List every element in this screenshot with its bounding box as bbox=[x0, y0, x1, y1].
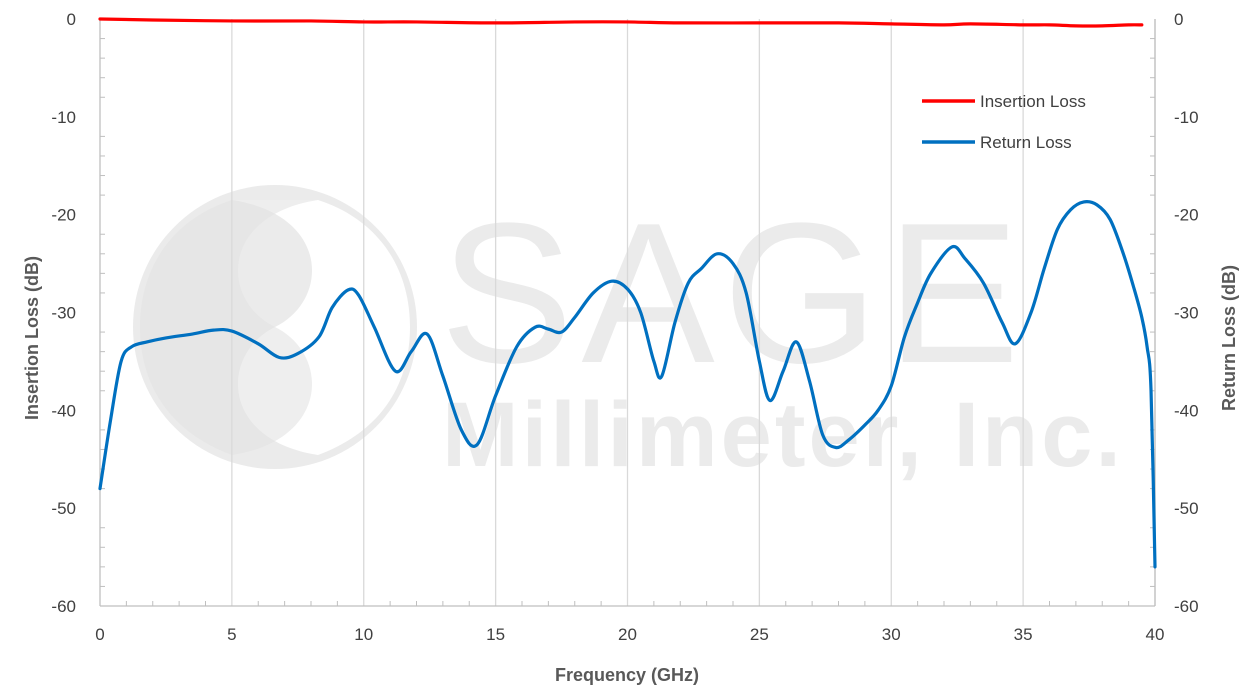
y-tick-label-right: -20 bbox=[1174, 206, 1199, 225]
y-tick-label-right: -60 bbox=[1174, 597, 1199, 616]
y-tick-label-left: -20 bbox=[51, 206, 76, 225]
y-tick-label-left: -50 bbox=[51, 499, 76, 518]
x-tick-label: 30 bbox=[882, 625, 901, 644]
y-axis-title-right: Return Loss (dB) bbox=[1219, 265, 1239, 411]
x-tick-label: 25 bbox=[750, 625, 769, 644]
y-tick-labels-right: 0 -10 -20 -30 -40 -50 -60 bbox=[1174, 10, 1199, 616]
x-tick-labels: 0 5 10 15 20 25 30 35 40 bbox=[95, 625, 1164, 644]
legend: Insertion Loss Return Loss bbox=[922, 92, 1086, 152]
y-tick-label-left: -60 bbox=[51, 597, 76, 616]
x-tick-label: 0 bbox=[95, 625, 104, 644]
y-tick-labels-left: 0 -10 -20 -30 -40 -50 -60 bbox=[51, 10, 76, 616]
x-tick-label: 5 bbox=[227, 625, 236, 644]
y-tick-label-left: -40 bbox=[51, 401, 76, 420]
x-tick-label: 15 bbox=[486, 625, 505, 644]
y-tick-label-left: 0 bbox=[67, 10, 76, 29]
y-axis-title-left: Insertion Loss (dB) bbox=[22, 256, 42, 420]
y-tick-label-right: -40 bbox=[1174, 401, 1199, 420]
x-tick-label: 10 bbox=[354, 625, 373, 644]
sage-logo-mark bbox=[133, 185, 417, 469]
series-lines bbox=[98, 17, 1157, 569]
x-tick-label: 20 bbox=[618, 625, 637, 644]
y-tick-label-right: -30 bbox=[1174, 304, 1199, 323]
y-tick-label-right: -10 bbox=[1174, 108, 1199, 127]
watermark-line2: Millimeter, Inc. bbox=[442, 384, 1124, 486]
y-tick-label-right: 0 bbox=[1174, 10, 1183, 29]
x-tick-label: 35 bbox=[1014, 625, 1033, 644]
series-line-return-loss bbox=[98, 200, 1157, 569]
gridlines bbox=[231, 19, 1156, 606]
series-line-insertion-loss bbox=[98, 17, 1144, 28]
y-tick-label-right: -50 bbox=[1174, 499, 1199, 518]
legend-label-return-loss: Return Loss bbox=[980, 133, 1072, 152]
watermark-line1: SAGE bbox=[440, 182, 1028, 405]
x-axis-title: Frequency (GHz) bbox=[555, 665, 699, 685]
axes bbox=[99, 19, 1156, 607]
sage-watermark: SAGE Millimeter, Inc. bbox=[133, 182, 1124, 486]
x-tick-label: 40 bbox=[1146, 625, 1165, 644]
legend-label-insertion-loss: Insertion Loss bbox=[980, 92, 1086, 111]
y-tick-label-left: -10 bbox=[51, 108, 76, 127]
y-tick-label-left: -30 bbox=[51, 304, 76, 323]
